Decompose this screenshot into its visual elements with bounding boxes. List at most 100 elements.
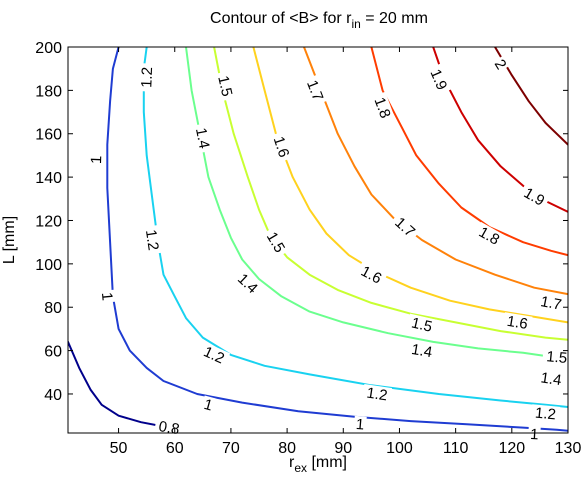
contour-label-text: 0.8 — [157, 418, 180, 438]
y-tick-label: 120 — [35, 213, 62, 230]
contour-label-text: 1 — [98, 291, 116, 301]
contour-label-1-4: 1.4 — [192, 122, 214, 154]
contour-label-bg — [542, 347, 572, 367]
x-tick-label: 110 — [443, 440, 469, 457]
contour-label-bg — [490, 54, 511, 74]
contour-label-text: 1.5 — [410, 314, 434, 335]
contour-label-1-9: 1.9 — [518, 182, 551, 211]
contour-label-text: 1.2 — [142, 229, 162, 252]
contour-label-bg — [425, 63, 452, 96]
contour-label-bg — [355, 261, 388, 289]
contour-label-1-5: 1.5 — [406, 313, 438, 336]
contour-label-bg — [87, 153, 105, 167]
contour-label-bg — [200, 395, 217, 415]
contour-label-1: 1 — [87, 153, 105, 167]
x-tick-label: 80 — [278, 440, 296, 457]
contour-label-bg — [302, 74, 328, 107]
contour-label-bg — [142, 224, 163, 256]
contour-label-text: 1.7 — [539, 293, 563, 314]
contour-label-1-7: 1.7 — [389, 211, 421, 243]
chart-title: Contour of <B> for rin = 20 mm — [210, 10, 428, 31]
contour-label-bg — [535, 292, 567, 314]
contour-label-text: 1.4 — [539, 369, 562, 389]
x-tick-label: 120 — [498, 440, 525, 457]
y-tick-label: 100 — [35, 257, 62, 274]
y-tick-label: 80 — [44, 300, 62, 317]
contour-label-bg — [406, 340, 438, 361]
contour-label-text: 1 — [88, 155, 105, 164]
contour-label-bg — [389, 211, 421, 243]
contour-label-bg — [98, 289, 116, 304]
contour-label-bg — [370, 91, 395, 124]
contour-label-text: 1.2 — [365, 385, 388, 405]
contour-label-bg — [269, 131, 294, 163]
contour-label-2: 2 — [490, 54, 511, 74]
axes-box — [67, 46, 569, 434]
y-tick-label: 60 — [44, 344, 62, 361]
contour-label-text: 1.6 — [270, 134, 293, 159]
x-axis-ticks: 50 60 70 80 90 100 110 120 130 — [110, 47, 581, 457]
contour-label-text: 1 — [530, 426, 539, 443]
contour-label-text: 1.5 — [546, 348, 568, 367]
contour-label-text: 1.2 — [138, 67, 156, 89]
y-tick-label: 180 — [35, 83, 62, 100]
x-tick-label: 50 — [110, 440, 128, 457]
contour-label-text: 1.7 — [303, 78, 326, 104]
contour-label-bg — [232, 267, 264, 299]
contour-line-1-7 — [303, 47, 568, 296]
contour-label-1: 1 — [200, 395, 217, 415]
x-tick-label: 90 — [334, 440, 352, 457]
contour-label-text: 1.6 — [506, 313, 529, 333]
contour-label-bg — [192, 122, 214, 154]
contour-line-1 — [106, 47, 568, 432]
contour-label-bg — [502, 312, 533, 333]
contour-label-1: 1 — [353, 415, 367, 434]
contour-line-1-5 — [213, 47, 568, 341]
contour-label-text: 1.2 — [534, 405, 556, 424]
contour-label-bg — [353, 415, 367, 433]
contour-lines — [68, 47, 568, 432]
contour-label-bg — [473, 221, 506, 250]
contour-line-1-4 — [185, 47, 568, 361]
y-tick-label: 140 — [35, 170, 62, 187]
contour-label-text: 1.4 — [192, 126, 213, 150]
y-axis-ticks: 40 60 80 100 120 140 160 180 200 — [35, 40, 568, 404]
x-tick-label: 100 — [386, 440, 413, 457]
contour-label-1: 1 — [527, 425, 541, 443]
x-tick-label: 70 — [222, 440, 240, 457]
contour-line-1-8 — [370, 47, 568, 257]
contour-label-bg — [198, 341, 231, 368]
contour-label-1-9: 1.9 — [425, 63, 452, 96]
contour-label-bg — [406, 313, 438, 336]
contour-label-bg — [138, 63, 156, 92]
contour-label-bg — [527, 425, 541, 443]
contour-label-bg — [530, 404, 561, 423]
contour-labels: 0.8111111.21.21.21.21.21.41.41.41.41.51.… — [87, 54, 572, 443]
y-tick-label: 200 — [35, 40, 62, 57]
contour-label-bg — [361, 383, 393, 405]
contour-label-1-2: 1.2 — [530, 404, 561, 424]
contour-label-1-6: 1.6 — [502, 312, 533, 333]
contour-label-1-2: 1.2 — [138, 63, 156, 92]
contour-label-text: 1.5 — [214, 74, 235, 98]
contour-label-1-8: 1.8 — [370, 91, 395, 124]
y-tick-label: 40 — [44, 387, 62, 404]
contour-label-1-6: 1.6 — [269, 131, 294, 163]
x-tick-label: 60 — [166, 440, 184, 457]
contour-label-1-5: 1.5 — [214, 70, 237, 102]
contour-label-bg — [261, 226, 290, 259]
y-tick-label: 160 — [35, 127, 62, 144]
contour-label-1-7: 1.7 — [302, 74, 328, 107]
contour-label-1-2: 1.2 — [361, 383, 393, 405]
contour-label-bg — [536, 368, 567, 389]
contour-label-1: 1 — [98, 289, 116, 304]
contour-label-bg — [214, 70, 237, 102]
contour-label-1-5: 1.5 — [542, 347, 572, 367]
plot-area: 0.8111111.21.21.21.21.21.41.41.41.41.51.… — [35, 40, 581, 457]
contour-line-1-6 — [252, 47, 568, 324]
contour-label-1-4: 1.4 — [406, 340, 438, 361]
contour-label-text: 1 — [355, 416, 365, 434]
contour-label-text: 1.9 — [426, 67, 450, 93]
y-axis-label: L [mm] — [1, 216, 18, 264]
